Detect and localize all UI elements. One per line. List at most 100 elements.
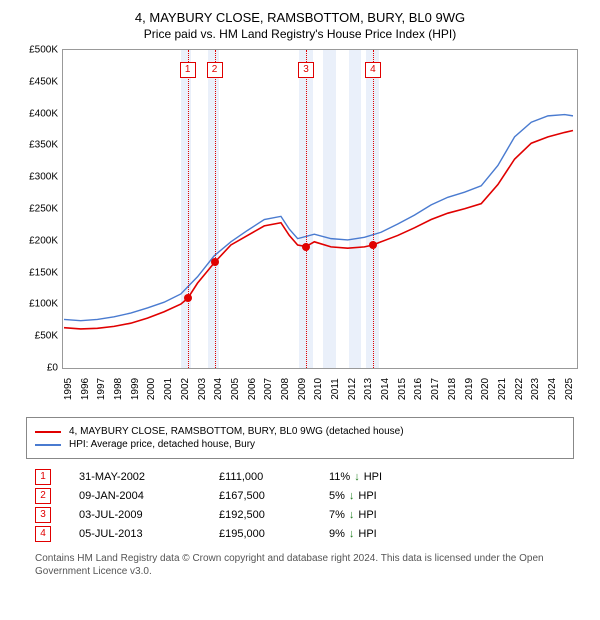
sale-row-price: £111,000 <box>219 471 329 483</box>
sale-vline <box>306 50 307 368</box>
sale-dot <box>211 258 219 266</box>
sale-row-pct: 11%↓HPI <box>329 471 389 483</box>
legend-row: 4, MAYBURY CLOSE, RAMSBOTTOM, BURY, BL0 … <box>35 426 565 437</box>
arrow-down-icon: ↓ <box>349 490 355 502</box>
sale-row-date: 31-MAY-2002 <box>79 471 219 483</box>
sale-row-hpi-label: HPI <box>358 490 376 502</box>
sale-dot <box>184 294 192 302</box>
legend-label: HPI: Average price, detached house, Bury <box>69 439 255 450</box>
x-axis-tick-label: 2018 <box>447 378 458 400</box>
sale-row-date: 09-JAN-2004 <box>79 490 219 502</box>
x-axis-tick-label: 2001 <box>163 378 174 400</box>
y-axis-tick-label: £300K <box>29 172 58 183</box>
y-axis-tick-label: £0 <box>47 363 58 374</box>
sale-dot <box>302 243 310 251</box>
x-axis-tick-label: 2024 <box>547 378 558 400</box>
sales-row: 3 03-JUL-2009£192,5007%↓HPI <box>35 507 565 523</box>
x-axis-tick-label: 2012 <box>347 378 358 400</box>
attribution-footer: Contains HM Land Registry data © Crown c… <box>35 552 565 578</box>
sale-row-date: 03-JUL-2009 <box>79 509 219 521</box>
y-axis-tick-label: £500K <box>29 45 58 56</box>
y-axis-tick-label: £150K <box>29 267 58 278</box>
x-axis-tick-label: 2010 <box>313 378 324 400</box>
y-axis-tick-label: £450K <box>29 76 58 87</box>
x-axis-tick-label: 2020 <box>480 378 491 400</box>
y-axis-tick-label: £250K <box>29 204 58 215</box>
legend-swatch <box>35 431 61 433</box>
sale-marker-box: 3 <box>298 62 314 78</box>
sale-vline <box>188 50 189 368</box>
sale-row-price: £192,500 <box>219 509 329 521</box>
sale-marker-box: 4 <box>365 62 381 78</box>
sale-row-hpi-label: HPI <box>358 509 376 521</box>
y-axis-tick-label: £50K <box>35 331 58 342</box>
y-axis-tick-label: £200K <box>29 235 58 246</box>
x-axis-tick-label: 1998 <box>113 378 124 400</box>
sale-row-number: 3 <box>35 507 51 523</box>
sale-row-price: £195,000 <box>219 528 329 540</box>
sales-row: 131-MAY-2002£111,00011%↓HPI <box>35 469 565 485</box>
chart-title-block: 4, MAYBURY CLOSE, RAMSBOTTOM, BURY, BL0 … <box>10 10 590 41</box>
chart-svg <box>63 50 579 370</box>
arrow-down-icon: ↓ <box>349 528 355 540</box>
sales-row: 2 09-JAN-2004£167,5005%↓HPI <box>35 488 565 504</box>
sale-row-pct: 9%↓HPI <box>329 528 389 540</box>
x-axis-tick-label: 2013 <box>363 378 374 400</box>
chart-title-sub: Price paid vs. HM Land Registry's House … <box>10 27 590 41</box>
x-axis-tick-label: 2005 <box>230 378 241 400</box>
sale-row-hpi-label: HPI <box>364 471 382 483</box>
x-axis-tick-label: 2007 <box>263 378 274 400</box>
sale-row-number: 1 <box>35 469 51 485</box>
arrow-down-icon: ↓ <box>354 471 360 483</box>
chart-plot: 12 3 4 <box>62 49 578 369</box>
x-axis-tick-label: 1996 <box>80 378 91 400</box>
y-axis-tick-label: £100K <box>29 299 58 310</box>
sale-row-date: 05-JUL-2013 <box>79 528 219 540</box>
sale-row-pct: 7%↓HPI <box>329 509 389 521</box>
legend-swatch <box>35 444 61 446</box>
sale-row-number: 2 <box>35 488 51 504</box>
x-axis-tick-label: 1999 <box>130 378 141 400</box>
x-axis-tick-label: 2002 <box>180 378 191 400</box>
sale-dot <box>369 241 377 249</box>
x-axis-tick-label: 2006 <box>247 378 258 400</box>
x-axis-tick-label: 2004 <box>213 378 224 400</box>
sale-row-pct: 5%↓HPI <box>329 490 389 502</box>
chart-area: £0 £50K £100K £150K £200K £250K £300K £350K £400… <box>20 49 580 409</box>
legend-row: HPI: Average price, detached house, Bury <box>35 439 565 450</box>
sale-marker-box: 2 <box>207 62 223 78</box>
x-axis-tick-label: 2014 <box>380 378 391 400</box>
x-axis-tick-label: 2011 <box>330 378 341 400</box>
chart-title-main: 4, MAYBURY CLOSE, RAMSBOTTOM, BURY, BL0 … <box>10 10 590 25</box>
sale-row-number: 4 <box>35 526 51 542</box>
legend-label: 4, MAYBURY CLOSE, RAMSBOTTOM, BURY, BL0 … <box>69 426 404 437</box>
x-axis-tick-label: 2023 <box>530 378 541 400</box>
sale-row-price: £167,500 <box>219 490 329 502</box>
x-axis-tick-label: 1995 <box>63 378 74 400</box>
x-axis-tick-label: 2021 <box>497 378 508 400</box>
x-axis-tick-label: 2000 <box>146 378 157 400</box>
x-axis-tick-label: 2009 <box>297 378 308 400</box>
sales-row: 4 05-JUL-2013£195,0009%↓HPI <box>35 526 565 542</box>
x-axis-tick-label: 2019 <box>464 378 475 400</box>
y-axis-tick-label: £350K <box>29 140 58 151</box>
x-axis-tick-label: 2017 <box>430 378 441 400</box>
y-axis-labels: £0£50K£100K£150K£200K£250K£300K£350K£400… <box>20 49 62 369</box>
series-hpi <box>64 115 573 321</box>
x-axis-tick-label: 2015 <box>397 378 408 400</box>
sale-vline <box>215 50 216 368</box>
y-axis-tick-label: £400K <box>29 108 58 119</box>
x-axis-tick-label: 2008 <box>280 378 291 400</box>
x-axis-tick-label: 2016 <box>413 378 424 400</box>
x-axis-tick-label: 2003 <box>197 378 208 400</box>
sale-marker-box: 1 <box>180 62 196 78</box>
sales-table: 131-MAY-2002£111,00011%↓HPI209-JAN-2004£… <box>35 469 565 542</box>
series-price_paid <box>64 131 573 329</box>
sale-row-hpi-label: HPI <box>358 528 376 540</box>
x-axis-tick-label: 1997 <box>96 378 107 400</box>
x-axis-tick-label: 2025 <box>564 378 575 400</box>
arrow-down-icon: ↓ <box>349 509 355 521</box>
sale-vline <box>373 50 374 368</box>
x-axis-labels: 1995 1996 1997 1998 1999 2000 2001 2002 2003 2004… <box>62 371 578 409</box>
x-axis-tick-label: 2022 <box>514 378 525 400</box>
